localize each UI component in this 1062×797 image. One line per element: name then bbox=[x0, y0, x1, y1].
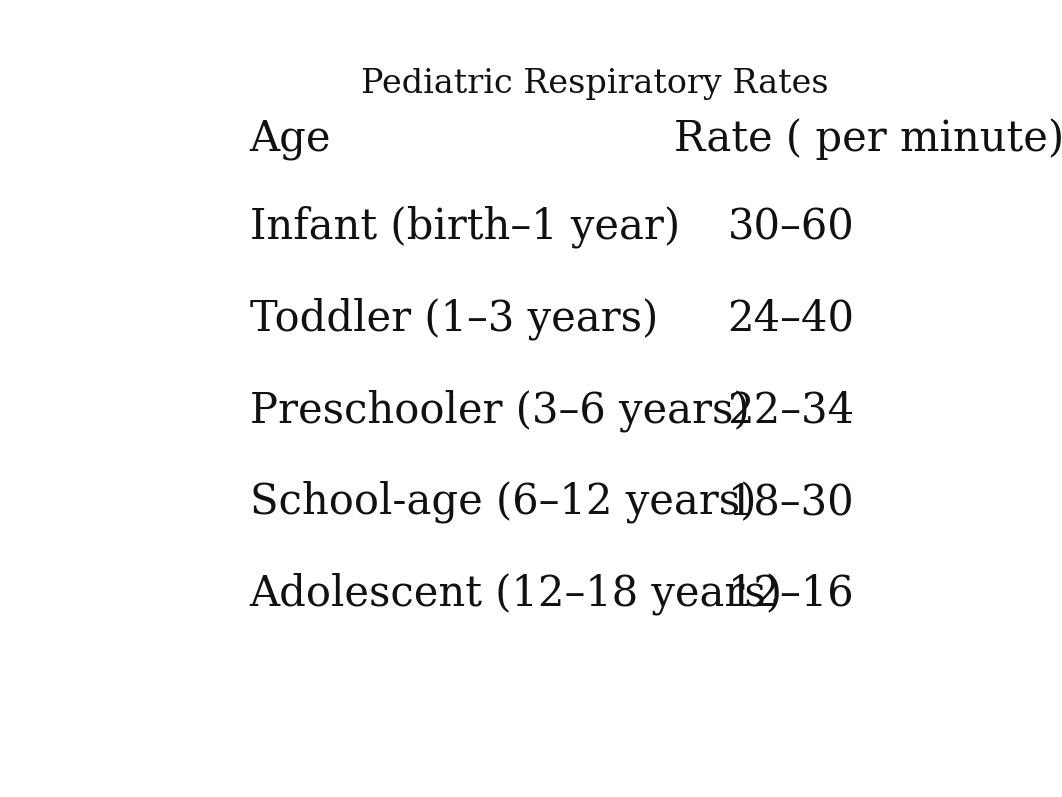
Text: Pediatric Respiratory Rates: Pediatric Respiratory Rates bbox=[361, 68, 828, 100]
Text: Rate ( per minute): Rate ( per minute) bbox=[674, 119, 1062, 160]
Text: Adolescent (12–18 years): Adolescent (12–18 years) bbox=[250, 572, 783, 615]
Text: 12–16: 12–16 bbox=[727, 573, 854, 614]
Text: Age: Age bbox=[250, 119, 331, 160]
Text: Preschooler (3–6 years): Preschooler (3–6 years) bbox=[250, 389, 749, 432]
Text: 22–34: 22–34 bbox=[727, 390, 855, 431]
Text: Toddler (1–3 years): Toddler (1–3 years) bbox=[250, 297, 657, 340]
Text: 30–60: 30–60 bbox=[727, 206, 854, 248]
Text: 18–30: 18–30 bbox=[727, 481, 854, 523]
Text: School-age (6–12 years): School-age (6–12 years) bbox=[250, 481, 756, 524]
Text: Infant (birth–1 year): Infant (birth–1 year) bbox=[250, 206, 680, 249]
Text: 24–40: 24–40 bbox=[727, 298, 855, 340]
